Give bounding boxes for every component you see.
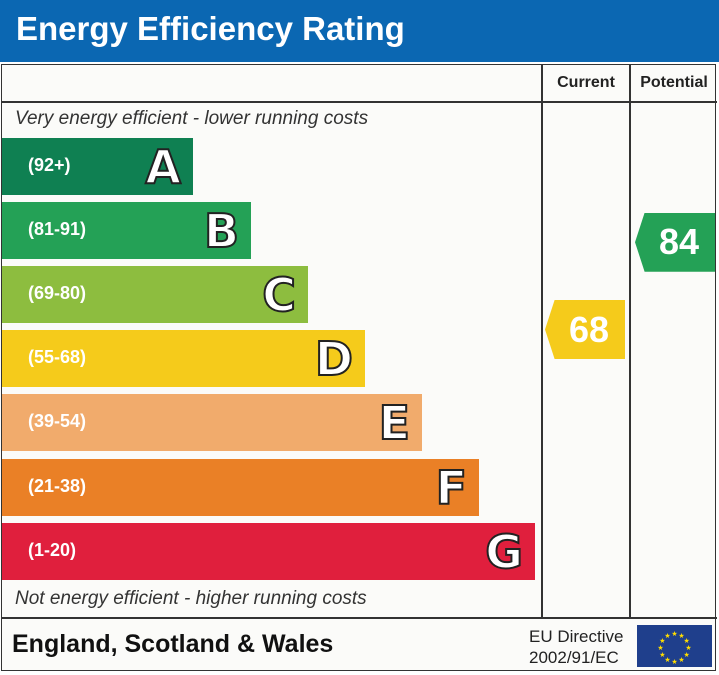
range-label: (55-68) [28,347,87,367]
bar-a: (92+) A [2,138,193,195]
range-label: (39-54) [28,411,87,431]
band-letter: E [378,395,411,451]
star-icon: ★ [683,637,689,645]
band-letter: F [435,460,468,516]
band-letter: B [203,203,240,259]
divider [541,64,543,618]
current-rating-arrow: 68 [545,300,625,359]
bar-g: (1-20) G [2,523,535,580]
country-label: England, Scotland & Wales [12,630,334,658]
current-value: 68 [568,308,610,350]
bar-e: (39-54) E [2,394,422,451]
star-icon: ★ [664,656,670,664]
range-label: (1-20) [28,540,77,560]
range-label: (92+) [28,155,71,175]
divider [629,64,631,618]
range-label: (21-38) [28,476,87,496]
bar-d: (55-68) D [2,330,365,387]
current-header: Current [557,74,615,91]
band-letter: D [314,331,354,387]
directive-line2: 2002/91/EC [529,648,619,667]
star-icon: ★ [678,632,684,640]
band-letter: G [484,524,524,580]
band-letter: A [144,139,182,195]
divider [1,617,717,619]
top-note: Very energy efficient - lower running co… [15,108,369,129]
directive-line1: EU Directive [529,627,624,646]
star-icon: ★ [685,644,691,652]
chart-title: Energy Efficiency Rating [16,10,405,47]
star-icon: ★ [659,637,665,645]
bar-c: (69-80) C [2,266,308,323]
range-label: (69-80) [28,283,87,303]
star-icon: ★ [657,644,663,652]
band-letter: C [261,267,297,323]
bar-f: (21-38) F [2,459,479,516]
potential-value: 84 [658,221,700,263]
eu-directive: EU Directive 2002/91/EC [529,626,623,668]
range-label: (81-91) [28,219,87,239]
potential-rating-arrow: 84 [635,212,715,272]
star-icon: ★ [659,651,665,659]
star-icon: ★ [671,658,677,666]
divider [1,101,717,103]
star-icon: ★ [671,630,677,638]
star-icon: ★ [664,632,670,640]
eu-flag-icon: ★ ★ ★ ★ ★ ★ ★ ★ ★ ★ ★ ★ [637,625,712,667]
bar-b: (81-91) B [2,202,251,259]
star-icon: ★ [683,651,689,659]
potential-header: Potential [640,74,708,91]
title-bar [0,0,719,62]
star-icon: ★ [678,656,684,664]
bottom-note: Not energy efficient - higher running co… [15,588,367,609]
